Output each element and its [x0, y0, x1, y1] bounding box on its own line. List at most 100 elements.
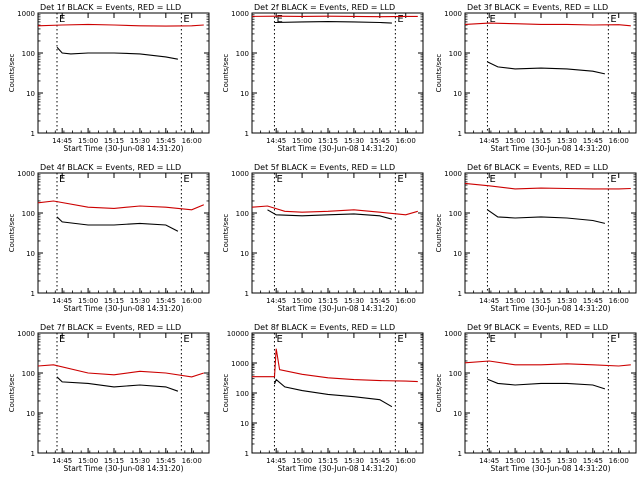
- x-tick-label: 15:15: [531, 297, 551, 305]
- x-tick-label: 15:00: [505, 457, 525, 465]
- x-tick-label: 15:00: [78, 297, 98, 305]
- plot-frame: [251, 332, 424, 454]
- x-tick-label: 15:00: [78, 457, 98, 465]
- x-tick-label: 15:30: [130, 457, 150, 465]
- x-tick-label: 15:30: [344, 137, 364, 145]
- chart-title: Det 2f BLACK = Events, RED = LLD: [254, 3, 395, 12]
- lld-series-line: [251, 205, 418, 216]
- plot-frame: [464, 12, 637, 134]
- y-tick-label: 1: [31, 450, 35, 458]
- x-tick-label: 15:30: [557, 137, 577, 145]
- events-series-line: [56, 216, 179, 232]
- y-tick-label: 100: [449, 370, 462, 378]
- chart-title: Det 5f BLACK = Events, RED = LLD: [254, 163, 395, 172]
- y-tick-label: 10: [26, 250, 35, 258]
- x-axis-label: Start Time (30-Jun-08 14:31:20): [278, 144, 398, 153]
- interval-marker-label: E: [397, 334, 403, 345]
- x-tick-label: 14:45: [266, 457, 286, 465]
- events-series-line: [487, 378, 606, 390]
- interval-marker-label: E: [610, 334, 616, 345]
- plot-frame: [464, 172, 637, 294]
- chart-panel-3: Det 3f BLACK = Events, RED = LLD 1 10 100 10…: [435, 3, 637, 153]
- x-axis-label: Start Time (30-Jun-08 14:31:20): [278, 304, 398, 313]
- plot-frame: [464, 332, 637, 454]
- y-axis-label: Counts/sec: [222, 374, 230, 413]
- x-tick-label: 15:00: [505, 297, 525, 305]
- x-axis-label: Start Time (30-Jun-08 14:31:20): [64, 144, 184, 153]
- x-tick-label: 15:45: [156, 457, 176, 465]
- chart-panel-4: Det 4f BLACK = Events, RED = LLD 1 10 100 10…: [8, 163, 210, 313]
- x-tick-label: 15:30: [344, 457, 364, 465]
- lld-series-line: [252, 348, 418, 383]
- chart-panel-5: Det 5f BLACK = Events, RED = LLD 1 10 100 10…: [222, 163, 424, 313]
- y-tick-label: 1000: [17, 10, 35, 18]
- interval-marker-label: E: [397, 14, 403, 25]
- lld-series-line: [251, 15, 418, 18]
- y-tick-label: 1000: [231, 10, 249, 18]
- interval-marker-label: E: [397, 174, 403, 185]
- x-tick-label: 14:45: [479, 457, 499, 465]
- y-tick-label: 10: [453, 410, 462, 418]
- x-tick-label: 15:15: [318, 457, 338, 465]
- chart-panel-1: Det 1f BLACK = Events, RED = LLD 1 10 100 10…: [8, 3, 210, 153]
- y-tick-label: 100: [22, 50, 35, 58]
- y-tick-label: 1: [458, 450, 462, 458]
- chart-title: Det 3f BLACK = Events, RED = LLD: [467, 3, 608, 12]
- chart-title: Det 7f BLACK = Events, RED = LLD: [40, 323, 181, 332]
- y-tick-label: 10: [240, 90, 249, 98]
- x-tick-label: 16:00: [609, 297, 629, 305]
- x-tick-label: 16:00: [396, 457, 416, 465]
- interval-marker-label: E: [59, 174, 65, 185]
- x-tick-label: 15:45: [583, 297, 603, 305]
- interval-marker-label: E: [489, 174, 495, 185]
- x-tick-label: 14:45: [479, 137, 499, 145]
- events-series-line: [273, 378, 393, 408]
- y-tick-label: 1000: [231, 360, 249, 368]
- plot-frame: [37, 172, 210, 294]
- x-tick-label: 16:00: [396, 137, 416, 145]
- chart-title: Det 6f BLACK = Events, RED = LLD: [467, 163, 608, 172]
- x-tick-label: 15:00: [292, 457, 312, 465]
- x-tick-label: 15:45: [583, 137, 603, 145]
- y-tick-label: 100: [22, 370, 35, 378]
- y-tick-label: 100: [236, 50, 249, 58]
- x-tick-label: 15:00: [505, 137, 525, 145]
- x-tick-label: 15:15: [104, 297, 124, 305]
- y-tick-label: 10: [240, 250, 249, 258]
- y-tick-label: 10: [453, 250, 462, 258]
- y-tick-label: 1: [245, 450, 249, 458]
- y-axis-label: Counts/sec: [8, 54, 16, 93]
- plot-frame: [251, 172, 424, 294]
- x-tick-label: 16:00: [609, 457, 629, 465]
- interval-marker-label: E: [183, 14, 189, 25]
- x-axis-label: Start Time (30-Jun-08 14:31:20): [491, 144, 611, 153]
- x-axis-label: Start Time (30-Jun-08 14:31:20): [64, 464, 184, 473]
- x-tick-label: 16:00: [182, 457, 202, 465]
- x-tick-label: 14:45: [52, 137, 72, 145]
- x-tick-label: 15:15: [318, 137, 338, 145]
- lld-series-line: [464, 360, 631, 367]
- y-axis-label: Counts/sec: [222, 214, 230, 253]
- x-tick-label: 15:15: [104, 137, 124, 145]
- events-series-line: [56, 46, 179, 60]
- y-tick-label: 100: [449, 210, 462, 218]
- y-tick-label: 1: [458, 290, 462, 298]
- y-tick-label: 10: [26, 410, 35, 418]
- interval-marker-label: E: [489, 334, 495, 345]
- x-tick-label: 15:30: [344, 297, 364, 305]
- interval-marker-label: E: [276, 174, 282, 185]
- x-tick-label: 15:15: [104, 457, 124, 465]
- x-tick-label: 15:15: [531, 457, 551, 465]
- x-tick-label: 15:45: [156, 297, 176, 305]
- x-tick-label: 14:45: [52, 457, 72, 465]
- plot-frame: [37, 332, 210, 454]
- x-tick-label: 15:15: [318, 297, 338, 305]
- x-tick-label: 14:45: [266, 297, 286, 305]
- y-tick-label: 1: [31, 290, 35, 298]
- events-series-line: [274, 21, 392, 24]
- events-series-line: [56, 376, 179, 392]
- events-series-line: [487, 61, 606, 75]
- y-tick-label: 10: [26, 90, 35, 98]
- y-axis-label: Counts/sec: [8, 214, 16, 253]
- x-tick-label: 16:00: [396, 297, 416, 305]
